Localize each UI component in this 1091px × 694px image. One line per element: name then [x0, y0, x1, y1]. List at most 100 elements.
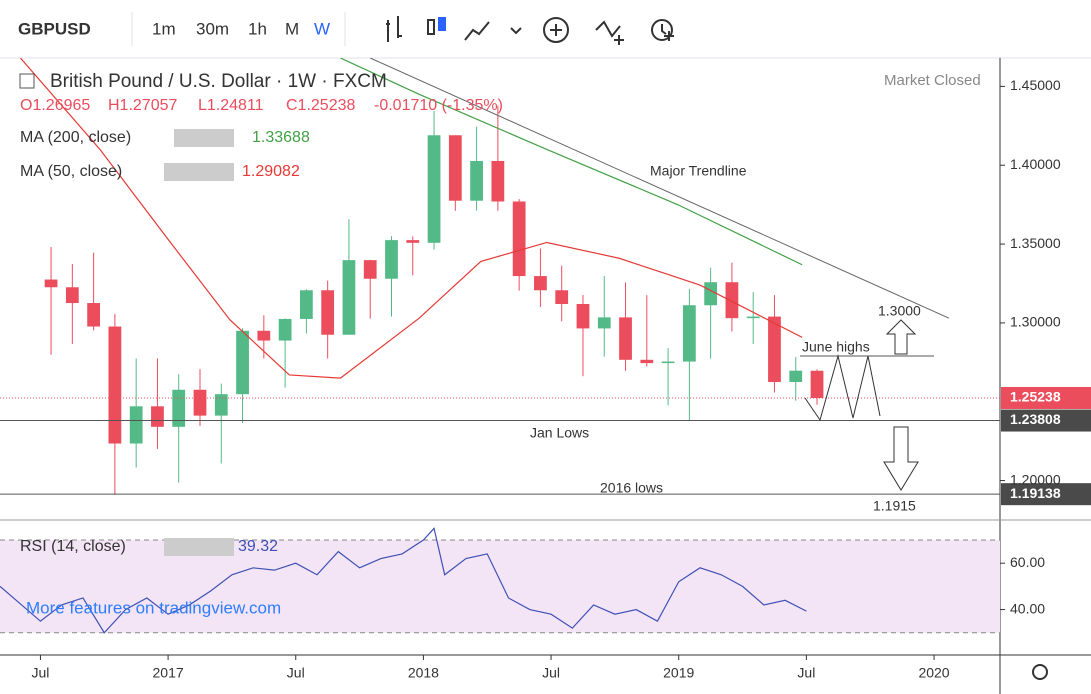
candle-body [534, 276, 547, 291]
candle-body [746, 316, 760, 319]
candle-body [129, 406, 143, 444]
candle-body [193, 389, 207, 416]
candle-body [363, 260, 377, 279]
y-tick-label: 1.40000 [1010, 156, 1061, 172]
candle-body [470, 160, 483, 201]
annotation: June highs [802, 339, 870, 355]
moving-average [340, 58, 803, 266]
legend-title: British Pound / U.S. Dollar · 1W · FXCM [50, 71, 387, 92]
candle-body [682, 305, 696, 362]
candle-body [44, 279, 58, 288]
candle-body [151, 406, 164, 427]
y-tick-label: 1.45000 [1010, 77, 1061, 93]
legend-buttons[interactable] [164, 129, 234, 556]
candle-body [87, 303, 100, 327]
ohlc-value: -0.01710 (-1.35%) [374, 97, 503, 114]
candle-body [65, 287, 79, 304]
candle-body [704, 282, 718, 306]
interval-button[interactable]: W [314, 19, 330, 38]
x-tick-label: Jul [31, 665, 49, 681]
interval-button[interactable]: 1m [152, 19, 176, 38]
axes: Major Trendline Jan Lows 1.23808 2016 lows 1… [0, 77, 1091, 681]
price-pane [0, 58, 1000, 495]
price-label: 1.25238 [1010, 389, 1061, 405]
annotation: Major Trendline [650, 163, 747, 179]
ma200-value: 1.33688 [252, 129, 310, 146]
price-label-box [1001, 483, 1091, 506]
candles-icon[interactable] [438, 17, 446, 31]
price-label-box [1001, 409, 1091, 432]
candle-body [619, 317, 632, 360]
rsi-y-tick-label: 40.00 [1010, 600, 1045, 616]
candle-body [385, 240, 398, 279]
candle-body [108, 326, 122, 444]
x-tick-label: 2020 [918, 665, 949, 681]
rsi-buttons[interactable] [164, 538, 234, 556]
area-icon[interactable] [464, 21, 490, 41]
level-label: 2016 lows [600, 480, 663, 496]
x-tick-label: 2018 [408, 665, 439, 681]
compare-icon[interactable] [595, 20, 624, 45]
candle-body [236, 330, 249, 395]
candle-body [406, 240, 420, 243]
projected-path [804, 354, 881, 422]
ohlc-value: L1.24811 [198, 97, 264, 114]
symbol[interactable]: GBPUSD [18, 19, 91, 38]
bars-icon[interactable] [386, 16, 402, 42]
candle-body [576, 303, 590, 329]
level-label: Jan Lows [530, 425, 589, 441]
interval-button[interactable]: 1h [248, 19, 267, 38]
price-label: 1.19138 [1010, 485, 1061, 501]
watermark[interactable]: More features on tradingview.com [26, 598, 281, 617]
y-tick-label: 1.30000 [1010, 314, 1061, 330]
ma200-buttons[interactable] [174, 129, 234, 147]
interval-button[interactable]: M [285, 19, 299, 38]
candles-icon[interactable] [427, 19, 435, 35]
x-tick-label: 2017 [153, 665, 184, 681]
trendline [370, 58, 950, 319]
candle-body [555, 290, 569, 304]
candle-body [257, 330, 271, 341]
candle-body [342, 260, 356, 335]
candle-body [427, 135, 441, 243]
ohlc-value: H1.27057 [108, 97, 177, 114]
ma200-legend: MA (200, close) [20, 129, 131, 146]
candle-body [321, 290, 335, 335]
candle-body [810, 370, 824, 398]
rsi-value: 39.32 [238, 538, 278, 555]
interval-button[interactable]: 30m [196, 19, 229, 38]
ohlc-legend: O1.26965 H1.27057 L1.24811 C1.25238 -0.01710… [20, 97, 503, 114]
price-label: 1.23808 [1010, 411, 1061, 427]
add-indicator-icon[interactable] [543, 17, 569, 43]
market-status: Market Closed [884, 72, 981, 89]
chart-type-icons[interactable] [386, 16, 674, 45]
collapse-icon[interactable] [19, 73, 35, 89]
x-tick-label: Jul [542, 665, 560, 681]
down-arrow [883, 426, 919, 491]
ohlc-value: O1.26965 [20, 97, 90, 114]
candle-body [491, 160, 505, 202]
alert-plus [661, 24, 674, 41]
settings-icon[interactable] [1032, 664, 1048, 680]
dropdown-icon[interactable] [510, 27, 522, 35]
candle-body [172, 389, 186, 427]
candle-body [448, 135, 462, 201]
candle-body [640, 359, 654, 364]
alert-icon[interactable] [651, 19, 673, 41]
y-tick-label: 1.35000 [1010, 235, 1061, 251]
plus [550, 24, 562, 36]
candle-body [214, 394, 228, 416]
candle-body [597, 317, 611, 329]
candle-body [300, 290, 313, 319]
price-label-box [1001, 386, 1091, 409]
y-tick-label: 1.20000 [1010, 471, 1061, 487]
ma50-buttons[interactable] [164, 163, 234, 181]
candle-body [661, 361, 675, 364]
candle-body [725, 282, 739, 319]
candle-body [278, 318, 292, 341]
target-label: 1.3000 [878, 303, 921, 319]
candle-body [512, 201, 526, 277]
rsi-line [0, 527, 807, 634]
x-tick-label: Jul [797, 665, 815, 681]
toolbar [0, 0, 1091, 58]
